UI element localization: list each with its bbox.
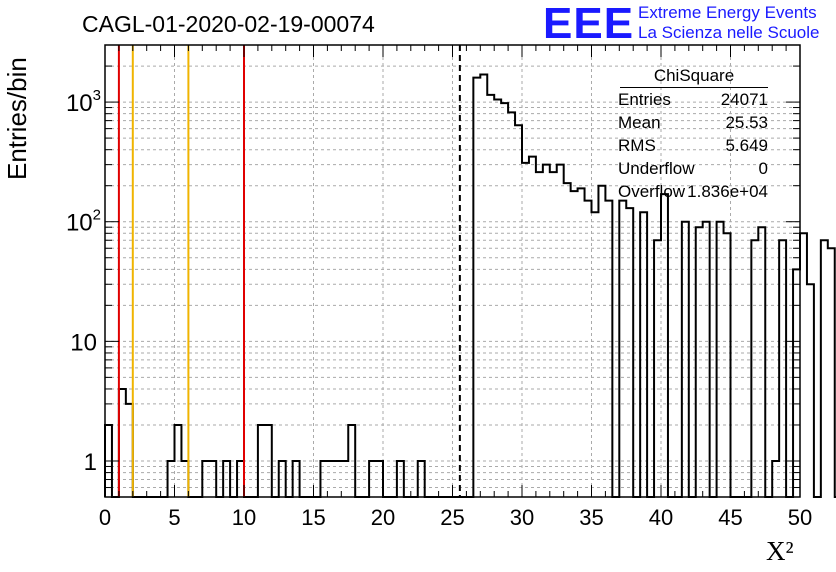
stats-key: Overflow (618, 182, 686, 201)
logo-line-2: La Scienza nelle Scuole (638, 23, 820, 42)
x-tick-label: 35 (579, 505, 603, 530)
chart-title: CAGL-01-2020-02-19-00074 (82, 11, 375, 37)
x-tick-label: 15 (301, 505, 325, 530)
stats-box-title: ChiSquare (620, 66, 768, 88)
stats-row: Entries 24071 (610, 88, 778, 111)
x-tick-label: 0 (99, 505, 111, 530)
stats-value: 24071 (720, 90, 768, 109)
x-tick-label: 10 (232, 505, 256, 530)
y-axis-label: Entries/bin (2, 57, 32, 180)
stats-value: 25.53 (725, 113, 768, 132)
x-tick-label: 30 (510, 505, 534, 530)
logo-line-1: Extreme Energy Events (638, 3, 817, 22)
stats-row: RMS 5.649 (610, 134, 778, 157)
stats-row: Overflow 1.836e+04 (610, 180, 778, 203)
stats-key: Entries (618, 90, 671, 109)
stats-key: Underflow (618, 159, 695, 178)
stats-row: Underflow 0 (610, 157, 778, 180)
x-tick-label: 45 (718, 505, 742, 530)
y-tick-label: 10 (70, 329, 97, 356)
stats-value: 0 (758, 159, 768, 178)
stats-box: ChiSquare Entries 24071 Mean 25.53 RMS 5… (610, 66, 778, 203)
x-tick-label: 50 (788, 505, 812, 530)
histogram-series (104, 73, 836, 498)
stats-value: 1.836e+04 (687, 182, 768, 201)
x-tick-label: 25 (440, 505, 464, 530)
y-tick-label: 103 (66, 87, 101, 117)
stats-value: 5.649 (725, 136, 768, 155)
x-tick-label: 5 (168, 505, 180, 530)
x-tick-label: 20 (371, 505, 395, 530)
eee-logo: EEE (543, 0, 635, 48)
y-tick-label: 102 (66, 207, 101, 237)
x-axis-label: X² (766, 536, 794, 566)
stats-key: RMS (618, 136, 656, 155)
x-tick-label: 40 (649, 505, 673, 530)
y-tick-label: 1 (84, 449, 97, 476)
stats-key: Mean (618, 113, 661, 132)
stats-row: Mean 25.53 (610, 111, 778, 134)
